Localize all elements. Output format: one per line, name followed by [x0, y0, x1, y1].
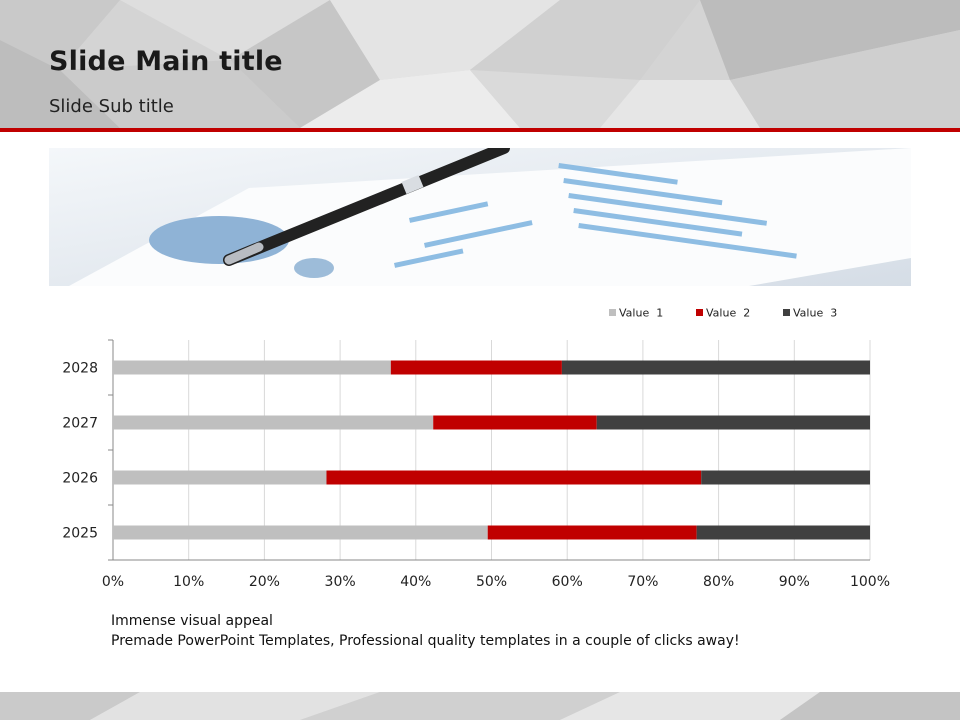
bar-segment-value-2 — [390, 360, 562, 375]
x-tick-label: 60% — [552, 574, 583, 590]
x-tick-label: 90% — [779, 574, 810, 590]
bar-segment-value-2 — [326, 470, 702, 485]
bar-segment-value-3 — [596, 415, 870, 430]
x-tick-label: 50% — [476, 574, 507, 590]
legend-swatch-value-2 — [696, 309, 703, 316]
caption-line-1: Immense visual appeal — [111, 613, 273, 629]
x-tick-label: 40% — [400, 574, 431, 590]
header-background — [0, 0, 960, 128]
y-tick-label: 2025 — [62, 526, 98, 542]
footer-background — [0, 692, 960, 720]
slide-main-title: Slide Main title — [49, 46, 283, 77]
bar-segment-value-2 — [487, 525, 697, 540]
x-tick-label: 0% — [102, 574, 124, 590]
bar-segment-value-1 — [113, 415, 434, 430]
bar-segment-value-1 — [113, 470, 327, 485]
caption-line-2: Premade PowerPoint Templates, Profession… — [111, 633, 740, 649]
x-tick-label: 10% — [173, 574, 204, 590]
bar-segment-value-3 — [696, 525, 870, 540]
x-tick-label: 80% — [703, 574, 734, 590]
footer-polygon-pattern — [0, 692, 960, 720]
bar-segment-value-2 — [433, 415, 597, 430]
x-tick-label: 100% — [850, 574, 890, 590]
header-divider — [0, 128, 960, 132]
legend-label-value-3: Value 3 — [793, 307, 837, 320]
polygon-pattern — [0, 0, 960, 128]
y-tick-label: 2026 — [62, 471, 98, 487]
y-tick-label: 2028 — [62, 361, 98, 377]
slide-sub-title: Slide Sub title — [49, 96, 174, 117]
x-tick-label: 20% — [249, 574, 280, 590]
bar-segment-value-1 — [113, 525, 488, 540]
caption: Immense visual appeal Premade PowerPoint… — [111, 611, 740, 651]
bar-segment-value-1 — [113, 360, 391, 375]
stacked-bar-chart: 0% 10% 20% 30% 40% 50% 60% 70% 80% 90% 100% 2025 202… — [62, 307, 890, 591]
bar-segment-value-3 — [561, 360, 870, 375]
stock-photo — [49, 148, 911, 286]
y-tick-label: 2027 — [62, 416, 98, 432]
x-tick-label: 70% — [627, 574, 658, 590]
pen-and-charts-illustration — [49, 148, 911, 286]
legend-swatch-value-1 — [609, 309, 616, 316]
legend-label-value-1: Value 1 — [619, 307, 663, 320]
legend-swatch-value-3 — [783, 309, 790, 316]
legend-label-value-2: Value 2 — [706, 307, 750, 320]
x-tick-label: 30% — [325, 574, 356, 590]
bar-segment-value-3 — [701, 470, 870, 485]
